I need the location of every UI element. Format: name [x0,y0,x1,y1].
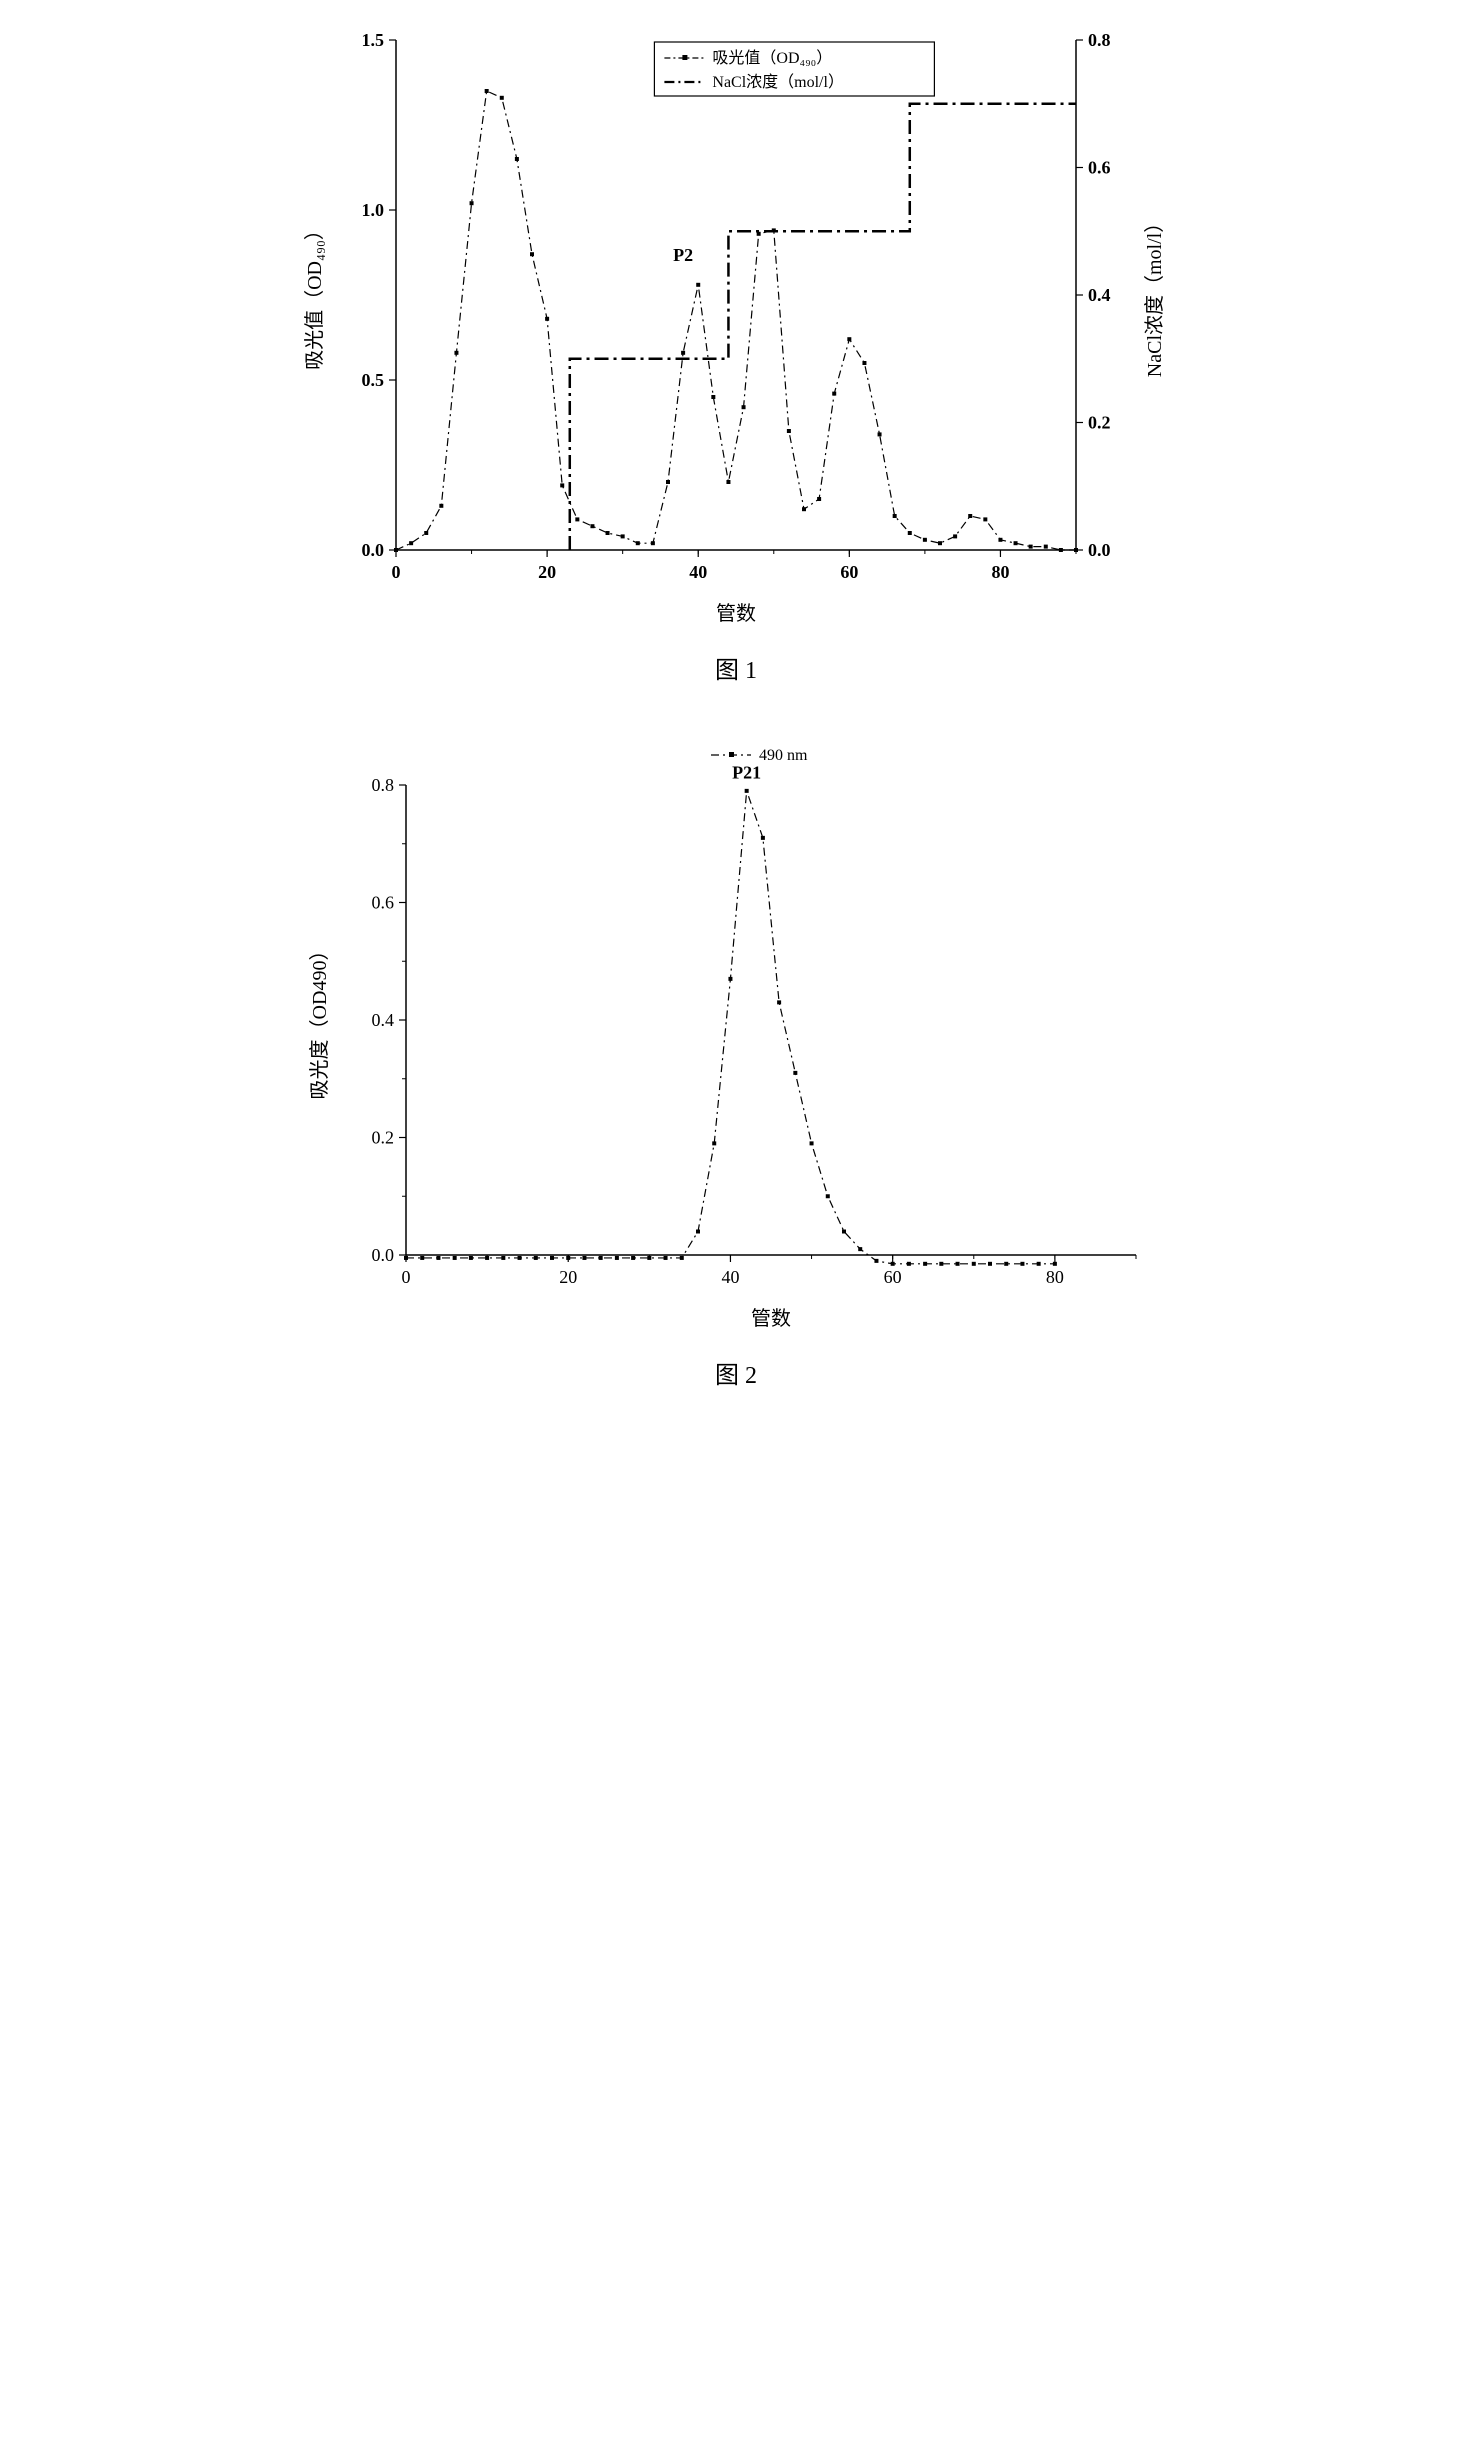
svg-text:0.4: 0.4 [372,1010,395,1030]
svg-text:NaCl浓度（mol/l）: NaCl浓度（mol/l） [712,73,844,91]
svg-text:0: 0 [392,562,401,582]
chart-1-svg: 0 20 40 60 80 0.0 0.5 1.0 1.5 0.0 0.2 0.4 0.6 0.8 管数 吸光… [286,20,1186,640]
svg-text:0.0: 0.0 [372,1245,395,1265]
svg-text:管数: 管数 [716,602,756,625]
svg-text:80: 80 [991,562,1009,582]
svg-text:20: 20 [538,562,556,582]
svg-text:0.2: 0.2 [372,1128,395,1148]
chart-2-svg: 0 20 40 60 80 0.0 0.2 0.4 0.6 0.8 管数 吸光度（OD490） 490 … [286,725,1186,1345]
svg-text:0.5: 0.5 [362,370,385,390]
svg-text:0.0: 0.0 [1088,540,1111,560]
figure-2-caption: 图 2 [286,1355,1186,1390]
svg-text:0.8: 0.8 [1088,30,1111,50]
svg-text:60: 60 [840,562,858,582]
svg-text:1.0: 1.0 [362,200,385,220]
svg-text:0.2: 0.2 [1088,413,1111,433]
svg-text:0.6: 0.6 [1088,158,1111,178]
svg-text:吸光度（OD490）: 吸光度（OD490） [308,941,331,1100]
svg-text:80: 80 [1046,1267,1064,1287]
svg-text:吸光值（OD₄₉₀）: 吸光值（OD₄₉₀） [712,49,832,67]
svg-text:0.4: 0.4 [1088,285,1111,305]
svg-text:P2: P2 [673,245,693,265]
figure-1-caption: 图 1 [286,650,1186,685]
svg-text:40: 40 [689,562,707,582]
figure-2: 0 20 40 60 80 0.0 0.2 0.4 0.6 0.8 管数 吸光度（OD490） 490 … [286,725,1186,1390]
svg-text:0.0: 0.0 [362,540,385,560]
svg-text:吸光值（OD₄₉₀）: 吸光值（OD₄₉₀） [303,220,326,370]
svg-text:0.6: 0.6 [372,893,395,913]
svg-text:40: 40 [721,1267,739,1287]
svg-text:NaCl浓度（mol/l）: NaCl浓度（mol/l） [1143,213,1166,377]
svg-text:20: 20 [559,1267,577,1287]
svg-text:管数: 管数 [751,1307,791,1330]
svg-text:P21: P21 [732,762,761,782]
svg-text:60: 60 [884,1267,902,1287]
svg-text:490 nm: 490 nm [759,747,808,764]
svg-text:1.5: 1.5 [362,30,385,50]
svg-text:0: 0 [402,1267,411,1287]
svg-text:0.8: 0.8 [372,775,395,795]
figure-1: 0 20 40 60 80 0.0 0.5 1.0 1.5 0.0 0.2 0.4 0.6 0.8 管数 吸光… [286,20,1186,685]
